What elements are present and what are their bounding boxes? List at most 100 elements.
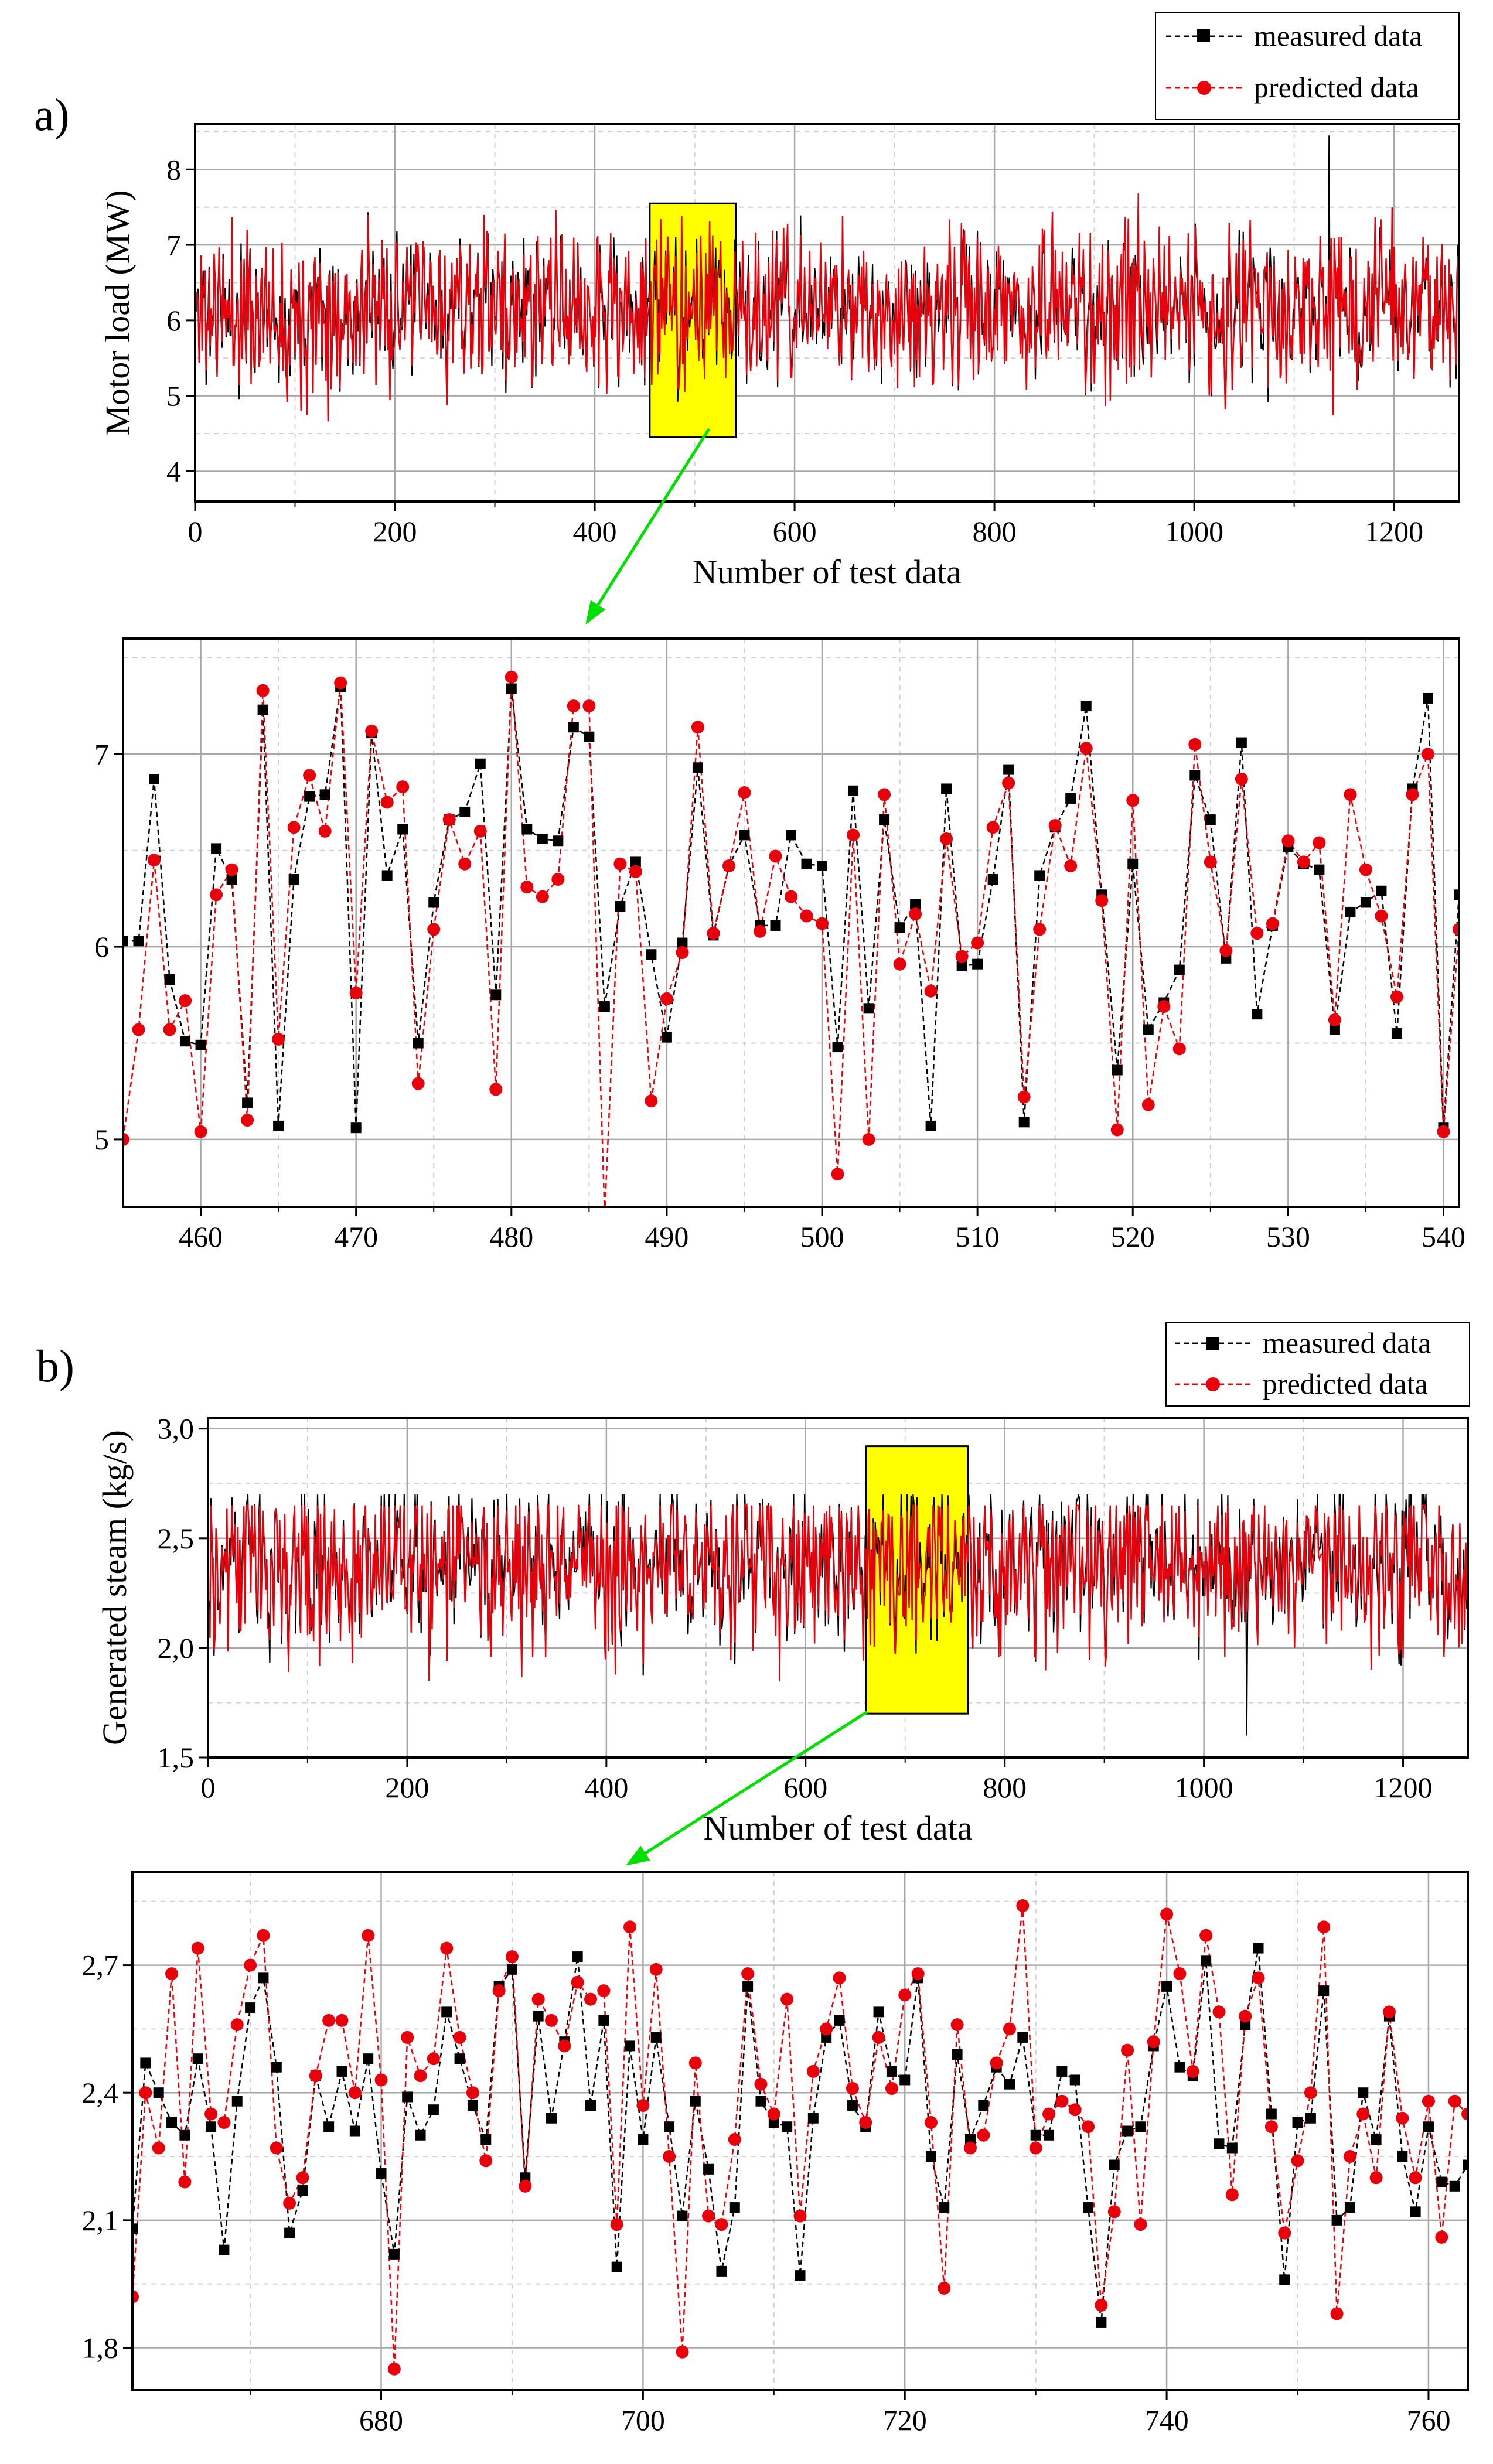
measured-point <box>166 2117 178 2128</box>
measured-point <box>630 856 641 868</box>
measured-point <box>1004 2079 1015 2090</box>
predicted-point <box>1029 2141 1042 2155</box>
predicted-point <box>1079 742 1093 755</box>
measured-point <box>1065 793 1076 804</box>
measured-point <box>553 835 564 847</box>
measured-point <box>349 2125 360 2137</box>
predicted-point <box>1212 2005 1226 2019</box>
predicted-point <box>230 2018 244 2032</box>
measured-point <box>397 824 408 835</box>
y-tick-label: 5 <box>94 1123 109 1156</box>
predicted-point <box>466 2086 479 2100</box>
y-tick-label: 6 <box>166 304 181 337</box>
measured-point <box>1423 2121 1434 2132</box>
measured-point <box>257 704 268 715</box>
predicted-point <box>1437 1125 1450 1138</box>
x-tick-label: 680 <box>359 2404 403 2436</box>
predicted-point <box>256 684 270 697</box>
predicted-point <box>800 909 813 923</box>
predicted-point <box>217 2115 231 2129</box>
measured-point <box>1454 889 1459 900</box>
measured-point <box>1122 2125 1133 2137</box>
measured-point <box>599 1001 610 1012</box>
measured-point <box>1135 2121 1146 2132</box>
predicted-point <box>492 1984 506 1998</box>
measured-point <box>533 2011 544 2022</box>
measured-point <box>467 2100 478 2111</box>
measured-point <box>1345 906 1356 917</box>
measured-point <box>1253 1943 1264 1954</box>
predicted-point <box>241 1114 254 1127</box>
predicted-point <box>442 813 456 827</box>
predicted-point <box>636 2098 650 2112</box>
x-tick-label: 600 <box>773 515 817 548</box>
measured-point <box>1436 2176 1447 2187</box>
predicted-point <box>676 946 689 959</box>
predicted-point <box>938 2281 951 2295</box>
predicted-point <box>1281 834 1295 848</box>
y-tick-label: 4 <box>166 455 181 487</box>
measured-point <box>153 2087 164 2098</box>
predicted-point <box>660 992 673 1005</box>
measured-point <box>323 2121 335 2132</box>
predicted-point <box>551 873 565 886</box>
x-tick-label: 740 <box>1145 2404 1189 2436</box>
y-axis-label: Motor load (MW) <box>98 190 137 436</box>
x-tick-label: 800 <box>983 1771 1027 1804</box>
predicted-point <box>986 821 1000 834</box>
x-tick-label: 1000 <box>1175 1771 1233 1804</box>
predicted-point <box>244 1958 257 1972</box>
measured-point <box>1080 701 1092 712</box>
predicted-point <box>571 1975 584 1989</box>
predicted-point <box>163 1023 176 1036</box>
x-tick-label: 400 <box>573 515 617 548</box>
predicted-point <box>629 865 642 878</box>
predicted-point <box>427 923 441 936</box>
measured-point <box>1017 2032 1028 2043</box>
measured-point <box>1449 2180 1460 2192</box>
x-tick-label: 400 <box>584 1771 628 1804</box>
predicted-point <box>348 2086 362 2100</box>
measured-point <box>625 2040 636 2052</box>
predicted-point <box>728 2133 741 2146</box>
predicted-point <box>598 1210 611 1223</box>
predicted-point <box>139 2086 152 2100</box>
predicted-point <box>1003 2022 1016 2036</box>
measured-point <box>1069 2074 1080 2086</box>
predicted-point <box>1369 2171 1383 2185</box>
series-predicted-line <box>208 1503 1468 1682</box>
predicted-point <box>963 2141 977 2155</box>
measured-point <box>415 2129 426 2141</box>
measured-point <box>192 2053 203 2064</box>
measured-point <box>297 2185 308 2196</box>
predicted-point <box>270 2141 283 2155</box>
measured-point <box>848 785 859 796</box>
predicted-point <box>179 994 192 1008</box>
measured-point <box>1096 2316 1107 2328</box>
predicted-point <box>722 859 735 872</box>
predicted-point <box>707 927 720 940</box>
measured-point <box>123 936 128 947</box>
predicted-point <box>613 857 627 871</box>
measured-point <box>646 949 657 960</box>
predicted-point <box>1421 748 1434 761</box>
measured-point <box>428 2104 439 2115</box>
predicted-point <box>1453 923 1459 936</box>
predicted-point <box>688 2056 702 2070</box>
y-tick-label: 2,0 <box>158 1632 195 1664</box>
measured-point <box>568 722 579 733</box>
predicted-point <box>1359 863 1372 876</box>
panel-label-a: a) <box>34 89 70 140</box>
series-measured-line <box>123 687 1459 1128</box>
predicted-point <box>473 824 487 838</box>
legend-a-measured-marker <box>1197 29 1210 42</box>
predicted-point <box>1172 1042 1186 1056</box>
predicted-point <box>990 2056 1003 2070</box>
predicted-point <box>411 1077 425 1090</box>
x-tick-label: 520 <box>1111 1220 1155 1253</box>
predicted-point <box>1344 788 1357 801</box>
legend-b-box <box>1165 1322 1470 1407</box>
x-tick-label: 460 <box>179 1220 223 1253</box>
measured-point <box>1205 814 1216 825</box>
measured-point <box>413 1038 424 1049</box>
